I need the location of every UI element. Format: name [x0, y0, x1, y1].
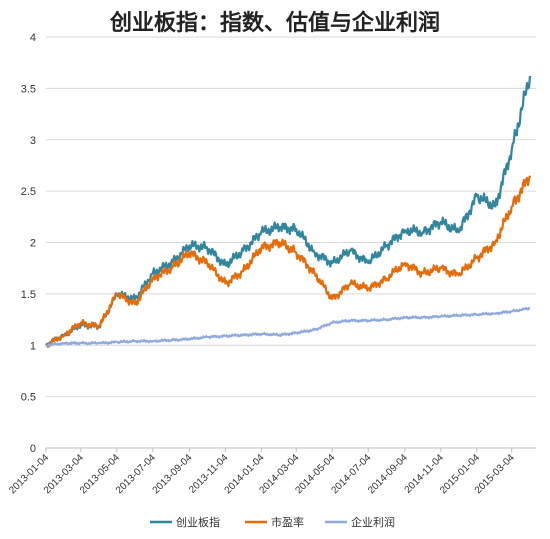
y-tick-label: 0.5	[21, 392, 36, 404]
y-tick-label: 2	[30, 238, 36, 250]
legend: 创业板指 市盈率 企业利润	[150, 515, 395, 529]
series-lines	[45, 75, 532, 348]
series-line-2	[45, 175, 532, 348]
y-tick-label: 0	[30, 443, 36, 455]
legend-label: 企业利润	[351, 515, 395, 529]
legend-label: 创业板指	[176, 515, 220, 529]
y-tick-label: 3.5	[21, 83, 36, 95]
y-tick-label: 1	[30, 340, 36, 352]
y-tick-label: 4	[30, 32, 36, 44]
y-tick-label: 2.5	[21, 186, 36, 198]
y-axis: 0 0.5 1 1.5 2 2.5 3 3.5 4	[21, 32, 36, 455]
gridlines	[46, 36, 536, 449]
x-axis: 2013-01-042013-03-042013-05-042013-07-04…	[7, 448, 517, 496]
y-tick-label: 1.5	[21, 289, 36, 301]
y-tick-label: 3	[30, 135, 36, 147]
series-line-3	[45, 306, 531, 348]
legend-label: 市盈率	[271, 515, 304, 529]
chart-title: 创业板指：指数、估值与企业利润	[109, 10, 440, 36]
series-line-1	[45, 75, 532, 348]
